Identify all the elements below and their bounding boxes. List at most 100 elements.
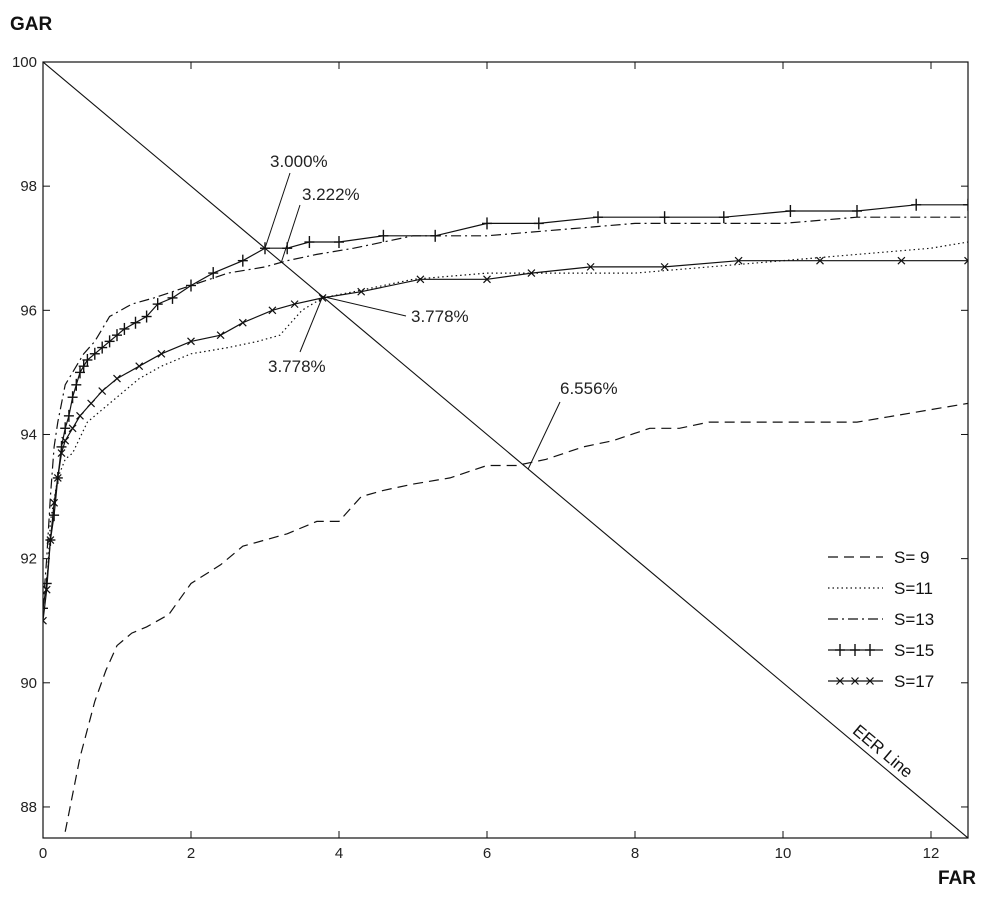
x-marker-b [357,287,366,296]
data-point [852,204,862,217]
x-marker-b [135,362,144,371]
data-point [187,337,195,346]
x-marker-b [318,293,327,302]
x-marker-b [816,256,824,265]
data-point [71,378,82,391]
annotation: 3.000% [264,152,328,249]
x-marker-b [53,474,62,482]
x-marker-b [187,337,195,346]
x-marker-b [157,349,166,358]
x-marker-b [851,677,859,685]
x-marker-b [416,275,425,284]
data-point [60,422,71,435]
data-point [167,291,178,304]
legend-label: S=11 [894,579,933,598]
y-tick-label: 94 [20,426,37,443]
annotation-label: 3.222% [302,185,360,204]
data-point [318,293,327,302]
data-point [237,254,248,267]
data-point [357,287,366,296]
x-marker-b [87,399,96,408]
x-marker-b [238,318,247,327]
series-line [64,402,968,832]
legend-item: S=13 [828,610,934,629]
data-point [43,585,51,594]
data-point [46,536,55,544]
data-point [483,275,491,284]
data-point [53,474,62,482]
data-point [208,267,219,280]
x-marker-b [43,585,51,594]
x-marker-b [43,616,47,622]
plot-frame [42,61,969,839]
x-marker-b [216,331,225,340]
data-point [130,316,141,329]
data-point [527,269,536,277]
y-tick-label: 100 [12,54,37,71]
x-marker-b [268,306,277,315]
x-marker-b [113,374,121,383]
data-point [97,341,108,354]
data-point [98,387,107,395]
data-point [157,349,166,358]
data-point [290,300,299,309]
legend-marker [865,644,875,656]
x-marker-a [964,256,968,262]
data-point [964,256,968,265]
annotation-leader [280,204,301,263]
data-point [378,229,389,242]
data-point [334,236,344,249]
series-5 [43,256,968,625]
data-point [67,391,78,404]
x-tick-label: 4 [335,845,343,862]
x-tick-label: 2 [187,845,195,862]
data-point [57,449,66,458]
data-point [304,236,315,249]
data-point [586,262,595,271]
x-marker-b [836,677,844,685]
data-point [87,399,96,408]
annotation: 3.778% [322,296,469,326]
x-tick-label: 8 [631,845,639,862]
legend-marker [851,677,859,685]
annotation-label: 3.000% [270,152,328,171]
data-point [152,298,163,311]
x-marker-b [50,498,59,507]
series-2 [46,241,968,590]
data-point [816,256,824,265]
data-point [963,198,968,211]
legend-label: S=17 [894,672,934,691]
y-tick-label: 90 [20,675,37,692]
data-point [68,424,77,433]
annotation-leader [264,172,291,249]
legend-item: S= 9 [828,548,929,567]
data-point [897,256,906,265]
annotation: 3.778% [268,296,326,376]
x-marker-b [68,424,77,433]
x-marker-a [43,619,47,625]
data-point [43,602,48,615]
data-point [76,411,84,420]
legend-label: S=13 [894,610,934,629]
legend-marker [836,677,844,685]
data-point [75,366,85,379]
x-marker-b [61,436,70,445]
data-point [268,306,277,315]
legend-label: S= 9 [894,548,929,567]
series-line [43,260,968,621]
annotation: 6.556% [527,379,618,470]
x-tick-label: 0 [39,845,47,862]
data-point [734,256,743,265]
data-point [89,347,100,360]
data-point [533,217,544,230]
series-line [43,216,968,609]
data-point [63,409,74,422]
annotation-label: 6.556% [560,379,618,398]
legend-label: S=15 [894,641,934,660]
data-point [785,204,796,217]
data-point [119,322,130,335]
legend-marker [835,644,845,656]
eer-line-label: EER Line [849,721,916,782]
series-line [46,241,968,590]
data-point [78,360,89,373]
